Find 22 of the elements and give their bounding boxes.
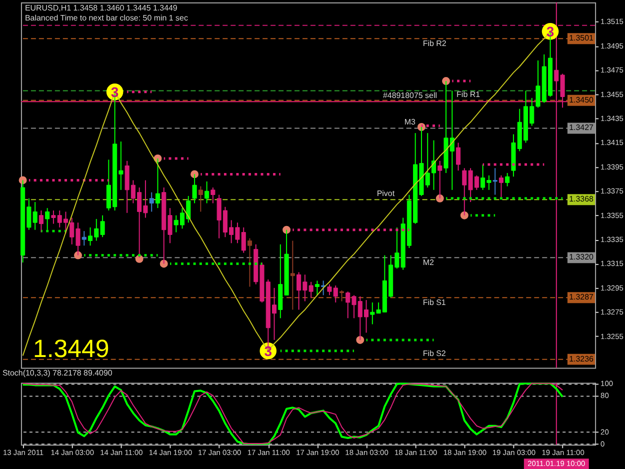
annotation: 3 <box>110 84 119 100</box>
annotation: 1.3427 <box>569 123 594 132</box>
ref-line-label: M2 <box>422 258 434 268</box>
text: Balanced Time to next bar close: 50 min 1 sec <box>24 13 188 22</box>
annotation: 1.3501 <box>569 34 594 43</box>
annotation: 1.3320 <box>569 252 594 262</box>
annotation: 3 <box>546 23 554 40</box>
ref-line-label: Fib R1 <box>456 90 481 99</box>
ref-line-label: Pivot <box>376 189 396 198</box>
ref-line-label: Fib S1 <box>422 298 446 308</box>
annotation: 1.3287 <box>569 292 594 302</box>
annotation: 1.3368 <box>569 194 594 204</box>
annotation: 3 <box>264 342 272 359</box>
annotation: 1.3449 <box>32 334 110 363</box>
ref-line-label: M3 <box>404 118 416 127</box>
ref-line-label: #48918075 sell <box>382 91 438 100</box>
chart-title: EURUSD,H1 1.3458 1.3460 1.3445 1.3449 <box>24 3 178 12</box>
ref-line-label: Fib S2 <box>422 348 446 358</box>
chart-title: Stoch(10,3,3) 78.2178 89.4090 <box>2 368 113 378</box>
annotation: 1.3236 <box>569 354 594 364</box>
ref-line-label: Fib R2 <box>422 39 447 48</box>
annotation: 1.3450 <box>569 95 594 104</box>
